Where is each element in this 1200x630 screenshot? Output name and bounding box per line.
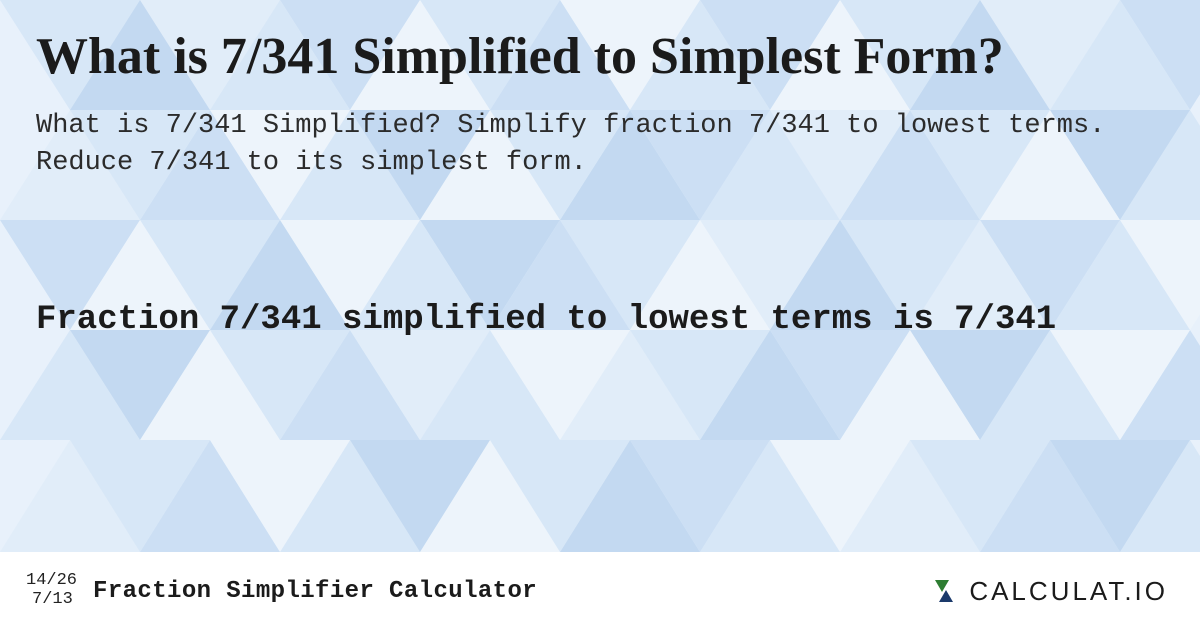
page-title: What is 7/341 Simplified to Simplest For…	[36, 28, 1164, 86]
footer-bar: 14/26 7/13 Fraction Simplifier Calculato…	[0, 552, 1200, 630]
brand: CALCULAT.IO	[927, 576, 1168, 607]
fraction-icon-bottom: 7/13	[32, 591, 73, 610]
brand-logo-icon	[927, 576, 961, 606]
fraction-icon-top: 14/26	[26, 572, 77, 591]
fraction-icon: 14/26 7/13	[26, 572, 77, 609]
description-text: What is 7/341 Simplified? Simplify fract…	[36, 108, 1156, 181]
result-text: Fraction 7/341 simplified to lowest term…	[36, 299, 1156, 343]
brand-text: CALCULAT.IO	[969, 576, 1168, 607]
calculator-label: Fraction Simplifier Calculator	[93, 578, 537, 605]
main-content: What is 7/341 Simplified to Simplest For…	[0, 0, 1200, 630]
